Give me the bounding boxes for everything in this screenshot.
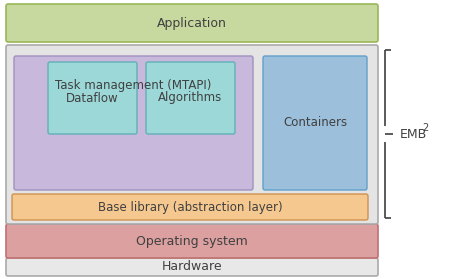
FancyBboxPatch shape bbox=[6, 45, 378, 224]
FancyBboxPatch shape bbox=[6, 224, 378, 258]
Text: Hardware: Hardware bbox=[162, 261, 222, 273]
FancyBboxPatch shape bbox=[146, 62, 235, 134]
Text: Base library (abstraction layer): Base library (abstraction layer) bbox=[98, 201, 282, 213]
FancyBboxPatch shape bbox=[12, 194, 368, 220]
FancyBboxPatch shape bbox=[48, 62, 137, 134]
Text: Operating system: Operating system bbox=[136, 235, 248, 247]
Text: Algorithms: Algorithms bbox=[158, 92, 223, 105]
Text: Task management (MTAPI): Task management (MTAPI) bbox=[55, 78, 211, 92]
FancyBboxPatch shape bbox=[6, 258, 378, 276]
Text: Application: Application bbox=[157, 16, 227, 30]
FancyBboxPatch shape bbox=[6, 4, 378, 42]
Text: Dataflow: Dataflow bbox=[66, 92, 119, 105]
FancyBboxPatch shape bbox=[14, 56, 253, 190]
FancyBboxPatch shape bbox=[263, 56, 367, 190]
Text: 2: 2 bbox=[422, 123, 428, 133]
Text: Containers: Containers bbox=[283, 117, 347, 129]
Text: EMB: EMB bbox=[400, 128, 427, 141]
